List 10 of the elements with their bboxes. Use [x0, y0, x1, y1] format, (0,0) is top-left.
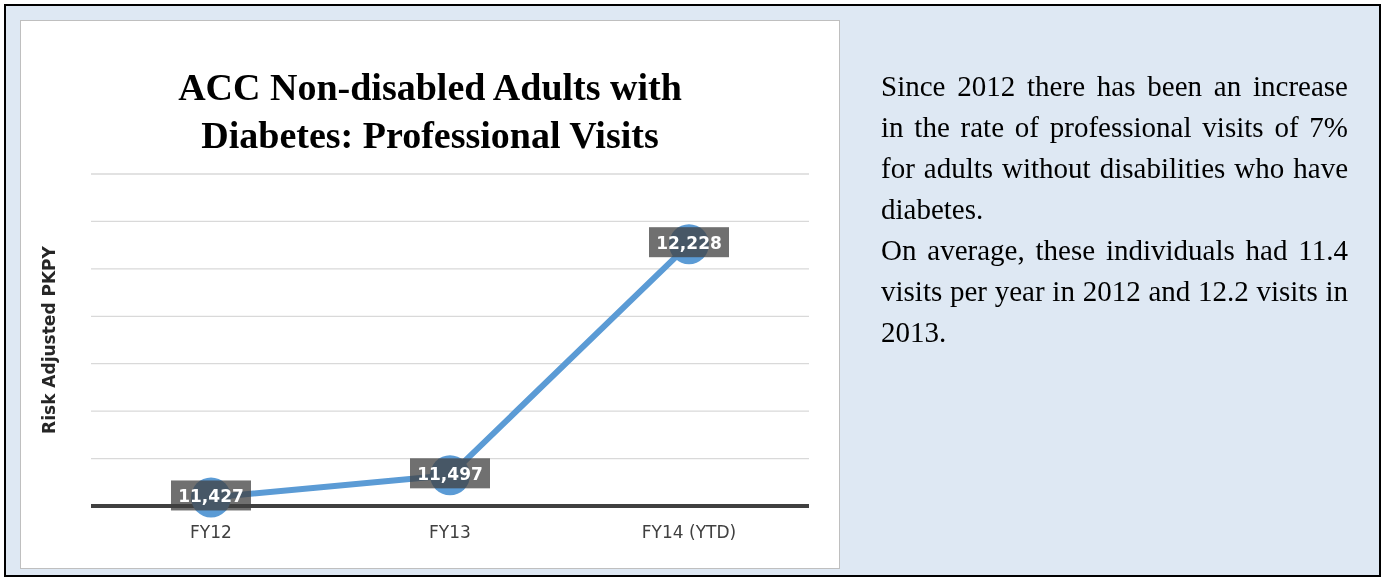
- x-tick-label: FY12: [190, 522, 232, 543]
- y-axis-title: Risk Adjusted PKPY: [39, 245, 60, 434]
- data-label: 11,427: [178, 486, 244, 507]
- chart-title: ACC Non-disabled Adults with Diabetes: Professional Visits: [177, 65, 683, 158]
- data-label: 12,228: [656, 233, 722, 254]
- data-label: 11,497: [417, 464, 483, 485]
- x-tick-label: FY14 (YTD): [641, 522, 737, 543]
- text: On average, these individuals had 11.4 visits per year in 2012 and 12.2 visits in 2013.: [881, 233, 1348, 350]
- x-tick-label: FY13: [429, 522, 471, 543]
- text: Since 2012 there has been an increase in the rate of professional visits of 7% for adults without disabilities who have diabetes.: [881, 69, 1348, 227]
